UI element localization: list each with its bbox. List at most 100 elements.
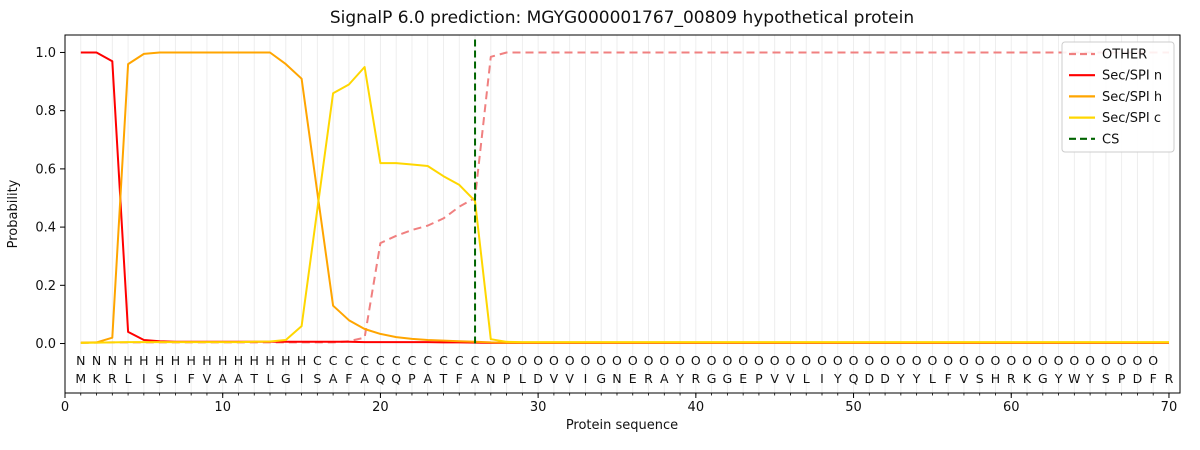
sequence-letter: S [156,371,164,386]
region-label-letter: C [329,353,338,368]
x-tick-label: 50 [845,400,862,415]
region-label-letter: O [738,353,748,368]
sequence-letter: A [234,371,243,386]
sequence-letter: I [820,371,824,386]
sequence-letter: I [142,371,146,386]
sequence-letter: I [174,371,178,386]
region-label-letter: N [108,353,117,368]
sequence-letter: R [691,371,700,386]
legend-item-sec-spi-c: Sec/SPI c [1069,111,1161,126]
x-tick-label: 70 [1161,400,1178,415]
region-label-letter: C [345,353,354,368]
y-tick-label: 1.0 [35,46,56,61]
sequence-letter: I [584,371,588,386]
region-label-letter: H [297,353,306,368]
region-label-letter: O [1085,353,1095,368]
region-label-letter: H [139,353,148,368]
region-label-letter: C [376,353,385,368]
sequence-letter: Y [833,371,842,386]
sequence-letter: R [644,371,653,386]
region-label-letter: O [565,353,575,368]
sequence-letter: P [755,371,763,386]
region-label-letter: O [896,353,906,368]
region-label-letter: O [659,353,669,368]
region-label-letter: O [722,353,732,368]
sequence-letter: V [550,371,559,386]
sequence-letter: L [803,371,810,386]
region-label-letter: H [281,353,290,368]
region-label-letter: O [1022,353,1032,368]
x-tick-label: 0 [61,400,69,415]
legend-item-sec-spi-n: Sec/SPI n [1069,69,1162,84]
sequence-letter: V [770,371,779,386]
sequence-letter: D [533,371,543,386]
sequence-letter: Y [675,371,684,386]
sequence-letter: Y [896,371,905,386]
sequence-letter: D [880,371,890,386]
region-label-letter: O [596,353,606,368]
sequence-letter: I [300,371,304,386]
sequence-letter: F [456,371,463,386]
sequence-letter: L [519,371,526,386]
legend-item-label: CS [1102,132,1119,147]
sequence-letter: D [864,371,874,386]
sequence-letter: A [360,371,369,386]
sequence-letter: N [486,371,495,386]
region-label-letter: O [612,353,622,368]
sequence-letter: R [1007,371,1016,386]
curve-other [80,51,1169,344]
sequence-letter: E [629,371,637,386]
legend-item-label: Sec/SPI n [1102,69,1162,84]
region-label-letter: O [770,353,780,368]
region-label-letter: O [912,353,922,368]
region-label-letter: O [1148,353,1158,368]
region-label-letter: O [959,353,969,368]
sequence-letter: G [281,371,291,386]
region-label-letter: O [786,353,796,368]
region-label-letter: N [92,353,101,368]
region-label-letter: C [471,353,480,368]
region-label-letter: O [1069,353,1079,368]
legend-item-label: Sec/SPI h [1102,90,1162,105]
sequence-letter: E [739,371,747,386]
region-label-letter: H [265,353,274,368]
region-label-letter: O [849,353,859,368]
region-label-letter: O [1006,353,1016,368]
sequence-letter: A [660,371,669,386]
sequence-letter: G [723,371,733,386]
curve-sec-spi-c [80,66,1169,344]
sequence-letter: G [1038,371,1048,386]
region-label-letter: C [439,353,448,368]
y-axis-label: Probability [6,179,21,248]
legend: OTHER Sec/SPI n Sec/SPI h Sec/SPI c CS [1061,41,1175,153]
region-label-letter: O [502,353,512,368]
x-tick-label: 40 [688,400,705,415]
sequence-letter: R [108,371,117,386]
region-label-letter: O [1038,353,1048,368]
region-label-letter: O [533,353,543,368]
sequence-letter: V [565,371,574,386]
x-axis-label: Protein sequence [566,418,678,433]
sequence-letter: S [976,371,984,386]
region-label-letter: O [549,353,559,368]
sequence-letter: H [991,371,1000,386]
region-label-letter: O [927,353,937,368]
sequence-letter: A [218,371,227,386]
y-tick-label: 0.4 [35,221,56,236]
axes: 0 10 20 30 40 50 60 70 0.0 0.2 0.4 0.6 0.8 1.0 [35,34,1181,415]
sequence-letter: V [786,371,795,386]
region-label-letter: H [171,353,180,368]
region-label-letter: O [675,353,685,368]
region-label-letter: H [218,353,227,368]
sequence-letter: A [471,371,480,386]
region-label-letter: C [408,353,417,368]
sequence-letter: G [596,371,606,386]
x-tick-label: 20 [372,400,389,415]
region-label-letter: O [644,353,654,368]
sequence-letter: K [1023,371,1032,386]
sequence-letter: T [249,371,258,386]
region-label-letter: H [186,353,195,368]
sequence-letter: Y [1085,371,1094,386]
region-label-letter: O [1054,353,1064,368]
